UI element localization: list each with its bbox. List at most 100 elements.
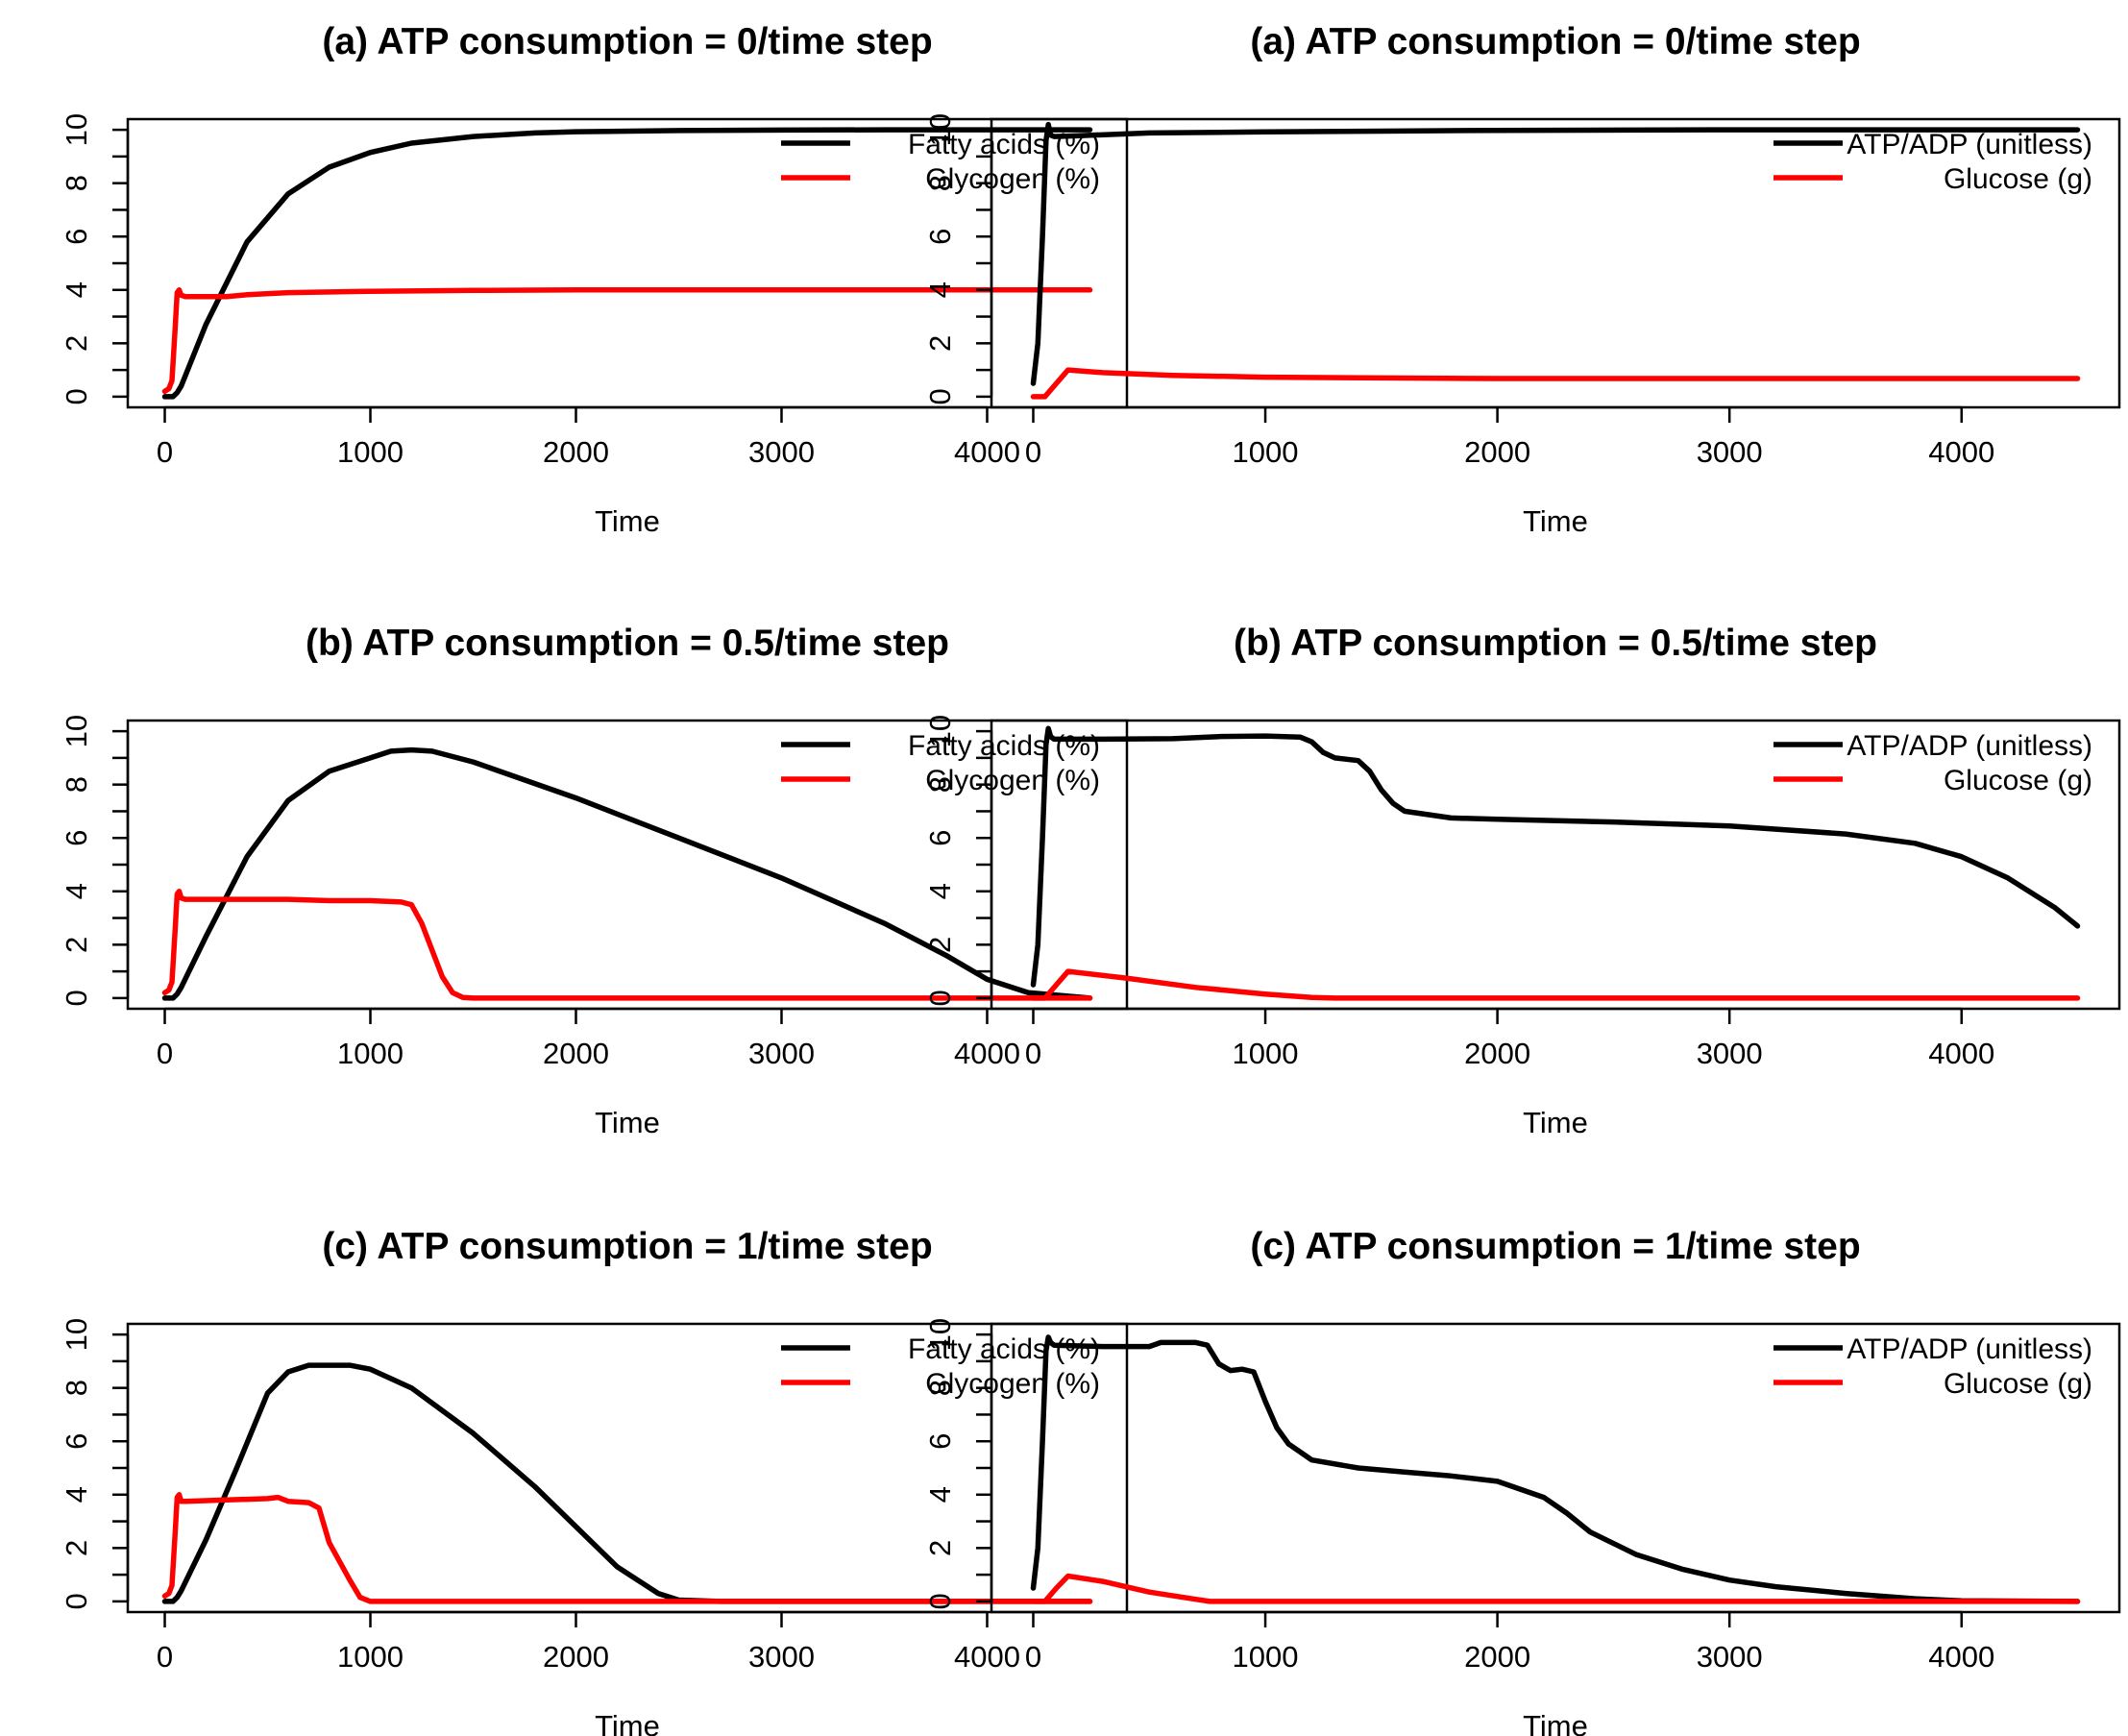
x-tick-label: 0 [157, 1640, 173, 1674]
x-tick-label: 0 [1025, 1640, 1041, 1674]
legend-label: Glucose (g) [1944, 163, 2092, 195]
series-line-black [161, 746, 1093, 1001]
y-tick-label: 4 [60, 1486, 93, 1503]
x-tick-label: 3000 [748, 1037, 815, 1070]
chart-title: (c) ATP consumption = 1/time step [322, 1226, 932, 1267]
x-tick-label: 3000 [1697, 1037, 1763, 1070]
chart-title: (b) ATP consumption = 0.5/time step [1234, 623, 1877, 664]
y-tick-label: 6 [60, 1433, 93, 1450]
plot-frame [990, 117, 2121, 409]
y-tick-label: 10 [60, 113, 93, 146]
chart-title: (b) ATP consumption = 0.5/time step [306, 623, 949, 664]
legend-label: Fatty acids (%) [908, 730, 1100, 762]
chart-title: (c) ATP consumption = 1/time step [1250, 1226, 1860, 1267]
x-tick-label: 4000 [1928, 435, 1994, 469]
y-tick-label: 10 [923, 1318, 957, 1351]
x-tick-label: 2000 [1464, 1037, 1530, 1070]
x-tick-label: 2000 [543, 435, 609, 469]
legend-label: Glycogen (%) [925, 163, 1100, 195]
y-tick-label: 0 [923, 990, 957, 1006]
legend-label: ATP/ADP (unitless) [1847, 1333, 2092, 1365]
x-tick-label: 3000 [1697, 435, 1763, 469]
y-tick-label: 4 [60, 883, 93, 899]
y-tick-label: 6 [923, 830, 957, 846]
series-line-black [1030, 725, 2081, 988]
y-tick-label: 10 [60, 1318, 93, 1351]
x-tick-label: 1000 [337, 1640, 404, 1674]
y-tick-label: 4 [923, 1486, 957, 1503]
x-tick-label: 1000 [1233, 435, 1299, 469]
x-tick-label: 4000 [1928, 1037, 1994, 1070]
series-line-red [1030, 367, 2081, 400]
y-tick-label: 10 [60, 715, 93, 747]
series-line-red [1030, 1573, 2081, 1604]
x-tick-label: 0 [157, 1037, 173, 1070]
x-tick-label: 2000 [543, 1037, 609, 1070]
x-tick-label: 2000 [1464, 435, 1530, 469]
x-tick-label: 0 [1025, 435, 1041, 469]
plot-frame [990, 1322, 2121, 1614]
chart-title: (a) ATP consumption = 0/time step [1250, 21, 1860, 62]
chart-panel-4: (b) ATP consumption = 0.5/time step 0 1000… [923, 623, 2121, 1139]
y-tick-label: 2 [60, 1540, 93, 1556]
x-tick-label: 2000 [543, 1640, 609, 1674]
legend-label: Fatty acids (%) [908, 1333, 1100, 1365]
y-tick-label: 0 [923, 1593, 957, 1609]
x-tick-label: 4000 [954, 1640, 1020, 1674]
x-axis-label: Time [1523, 1709, 1588, 1736]
x-axis-label: Time [1523, 504, 1588, 538]
x-tick-label: 2000 [1464, 1640, 1530, 1674]
y-tick-label: 8 [60, 776, 93, 793]
y-tick-label: 6 [923, 1433, 957, 1450]
x-axis-label: Time [595, 1106, 660, 1139]
y-tick-label: 2 [923, 335, 957, 352]
x-tick-label: 3000 [748, 1640, 815, 1674]
y-tick-label: 8 [60, 1380, 93, 1396]
x-tick-label: 3000 [748, 435, 815, 469]
x-tick-label: 0 [1025, 1037, 1041, 1070]
x-axis-label: Time [1523, 1106, 1588, 1139]
y-tick-label: 8 [923, 175, 957, 191]
x-axis-label: Time [595, 1709, 660, 1736]
y-tick-label: 0 [60, 388, 93, 404]
y-tick-label: 10 [923, 715, 957, 747]
y-tick-label: 0 [923, 388, 957, 404]
y-tick-label: 8 [60, 175, 93, 191]
legend-label: ATP/ADP (unitless) [1847, 129, 2092, 160]
x-tick-label: 3000 [1697, 1640, 1763, 1674]
series-line-red [161, 287, 1093, 395]
x-tick-label: 1000 [1233, 1640, 1299, 1674]
series-line-black [1030, 121, 2081, 386]
y-tick-label: 8 [923, 1380, 957, 1396]
series-line-black [161, 127, 1093, 400]
series-line-black [1030, 1334, 2081, 1604]
y-tick-label: 0 [60, 990, 93, 1006]
series-line-red [161, 889, 1093, 1001]
y-tick-label: 2 [60, 335, 93, 352]
y-tick-label: 6 [923, 229, 957, 245]
y-tick-label: 2 [923, 937, 957, 953]
plot-frame [990, 719, 2121, 1011]
x-axis-label: Time [595, 504, 660, 538]
y-tick-label: 2 [923, 1540, 957, 1556]
y-tick-label: 2 [60, 937, 93, 953]
y-tick-label: 6 [60, 229, 93, 245]
series-line-red [161, 1492, 1093, 1604]
series-line-black [161, 1362, 1093, 1604]
x-tick-label: 0 [157, 435, 173, 469]
series-line-red [1030, 968, 2081, 1001]
x-tick-label: 4000 [1928, 1640, 1994, 1674]
x-tick-label: 1000 [337, 1037, 404, 1070]
x-tick-label: 1000 [1233, 1037, 1299, 1070]
y-tick-label: 4 [923, 281, 957, 298]
y-tick-label: 0 [60, 1593, 93, 1609]
x-tick-label: 1000 [337, 435, 404, 469]
legend-label: Glycogen (%) [925, 1368, 1100, 1400]
y-tick-label: 6 [60, 830, 93, 846]
legend-label: ATP/ADP (unitless) [1847, 730, 2092, 762]
